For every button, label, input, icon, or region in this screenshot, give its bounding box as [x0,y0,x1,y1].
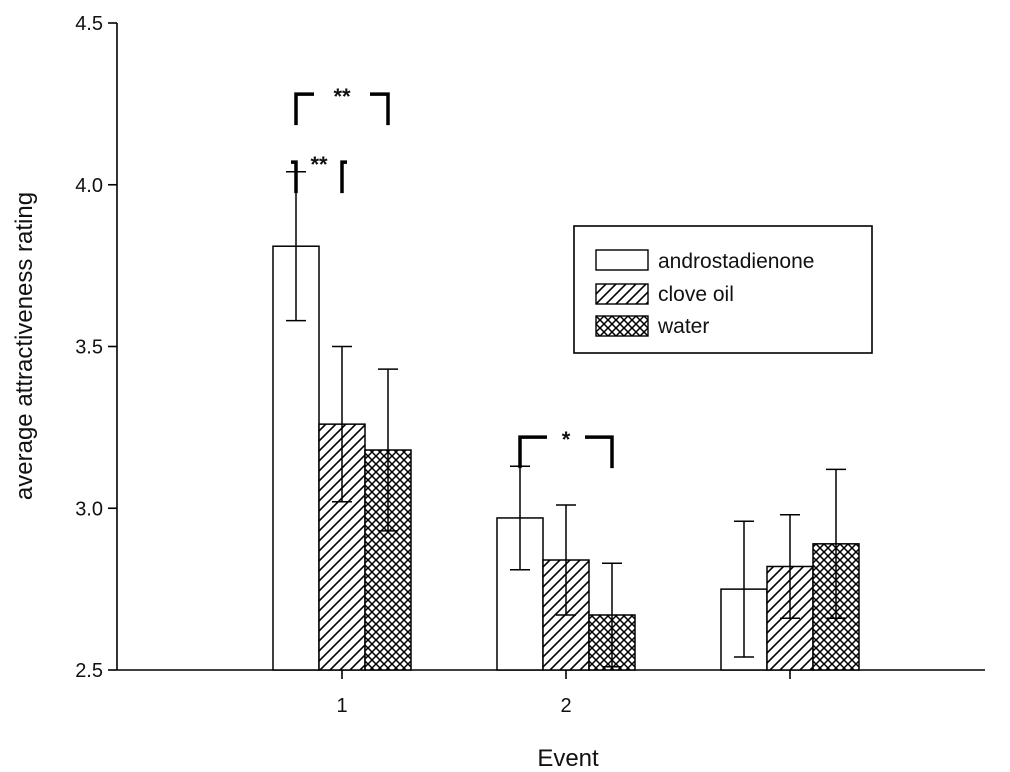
significance-bracket-2: * [518,427,614,469]
significance-label-2: * [562,427,571,452]
y-tick-label-4: 4.5 [75,13,103,35]
legend-label-clove-oil: clove oil [658,283,734,306]
bracket-right-0 [370,92,390,126]
legend-swatch-clove-oil [595,283,649,305]
bracket-left-2 [518,435,547,469]
legend: androstadienone clove oil water [573,225,873,354]
x-axis-title: Event [537,745,599,772]
y-axis-title: average attractiveness rating [11,192,38,500]
error-bar-2-2 [826,468,846,619]
legend-label-water: water [657,315,709,338]
bracket-right-2 [585,435,614,469]
error-bar-2-1 [602,562,622,668]
bracket-left-1 [291,160,298,194]
legend-swatch-androstadienone [595,249,649,271]
x-tick-label-1: 2 [560,695,571,717]
y-tick-label-3: 4.0 [75,175,103,197]
y-tick-label-2: 3.5 [75,337,103,359]
error-bar-1-0 [332,345,352,503]
y-tick-label-1: 3.0 [75,498,103,520]
bracket-right-1 [340,160,347,194]
error-bar-0-2 [734,520,754,658]
y-ticks: 2.5 3.0 3.5 4.0 4.5 [75,13,117,682]
significance-bracket-1: ** [291,152,347,194]
legend-label-androstadienone: androstadienone [658,250,814,273]
error-bar-1-2 [780,513,800,619]
legend-swatch-water [595,315,649,337]
bracket-left-0 [294,92,314,126]
significance-bracket-0: ** [294,84,390,126]
error-bar-1-1 [556,504,576,616]
x-tick-label-0: 1 [336,695,347,717]
y-tick-label-0: 2.5 [75,660,103,682]
error-bar-2-0 [378,368,398,532]
significance-label-1: ** [310,152,328,177]
significance-brackets: ***** [291,84,614,469]
significance-label-0: ** [333,84,351,109]
